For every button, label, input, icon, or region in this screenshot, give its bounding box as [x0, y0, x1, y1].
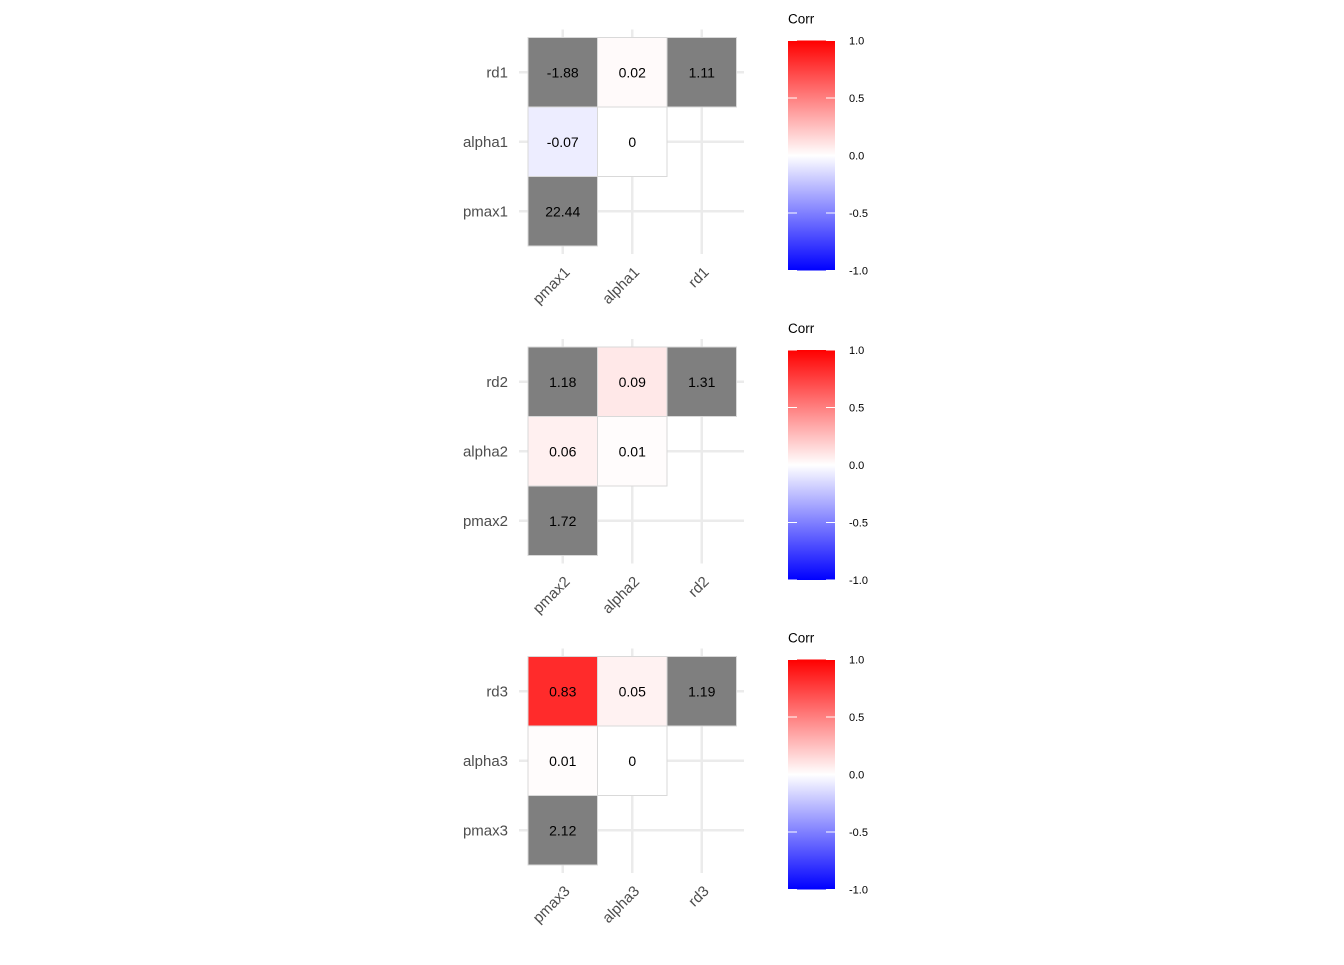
heatmap-cell [527, 795, 598, 866]
correlation-panel-2: 1.18 0.09 1.31 0.06 0.01 1.72 pmax2 alpha2 rd2 pm… [463, 321, 868, 617]
legend-tick-label: -0.5 [849, 518, 868, 530]
x-tick-label: rd3 [685, 883, 712, 910]
cell-value-label: -1.88 [547, 64, 579, 80]
heatmap-cell [527, 656, 598, 727]
heatmap-cell [527, 725, 598, 796]
legend-tick-label: 1.0 [849, 345, 864, 357]
cell-value-label: 1.19 [688, 683, 715, 699]
heatmap-cell [527, 485, 598, 556]
legend-tick-label: -0.5 [849, 827, 868, 839]
cell-value-label: 0.06 [549, 443, 576, 459]
correlation-panel-3: 0.83 0.05 1.19 0.01 0 2.12 pmax3 alpha3 rd3 pmax3… [463, 631, 868, 927]
legend-title: Corr [788, 321, 815, 336]
cell-value-label: 1.72 [549, 513, 576, 529]
heatmap-cell [597, 106, 668, 177]
y-tick-label: rd1 [486, 64, 508, 81]
legend-tick-label: -1.0 [849, 885, 868, 897]
cell-value-label: 0 [628, 134, 636, 150]
cell-value-label: 1.11 [689, 64, 715, 80]
cell-value-label: 0 [628, 753, 636, 769]
legend-tick-label: 0.0 [849, 151, 864, 163]
cell-value-label: 1.18 [549, 374, 576, 390]
heatmap-cell [666, 37, 737, 108]
x-tick-label: alpha3 [599, 883, 643, 927]
x-tick-label: rd2 [685, 573, 712, 600]
y-tick-label: pmax2 [463, 513, 508, 530]
x-tick-label: pmax1 [530, 264, 574, 308]
legend-tick-label: 0.0 [849, 460, 864, 472]
y-tick-label: alpha2 [463, 443, 508, 460]
cell-value-label: 0.83 [549, 683, 576, 699]
cell-value-label: -0.07 [547, 134, 579, 150]
heatmap-cell [527, 346, 598, 417]
cell-value-label: 0.01 [619, 443, 646, 459]
heatmap-cell [666, 346, 737, 417]
x-tick-label: alpha2 [599, 573, 643, 617]
legend-tick-label: 0.5 [849, 403, 864, 415]
legend-tick-label: 1.0 [849, 655, 864, 667]
x-tick-label: rd1 [685, 264, 712, 291]
y-tick-label: pmax1 [463, 203, 508, 220]
cell-value-label: 0.05 [619, 683, 646, 699]
cell-value-label: 0.09 [619, 374, 646, 390]
legend-tick-label: 0.0 [849, 770, 864, 782]
heatmap-cell [527, 106, 598, 177]
heatmap-cell [597, 725, 668, 796]
legend-tick-label: 0.5 [849, 93, 864, 105]
cell-value-label: 0.02 [619, 64, 646, 80]
cell-value-label: 2.12 [549, 822, 576, 838]
y-tick-label: rd2 [486, 374, 508, 391]
heatmap-cell [527, 176, 598, 247]
cell-value-label: 1.31 [688, 374, 715, 390]
y-tick-label: rd3 [486, 683, 508, 700]
legend-title: Corr [788, 631, 815, 646]
heatmap-cell [597, 346, 668, 417]
cell-value-label: 0.01 [549, 753, 576, 769]
legend-tick-label: 0.5 [849, 712, 864, 724]
heatmap-cell [597, 416, 668, 487]
legend-tick-label: -1.0 [849, 575, 868, 587]
legend-tick-label: 1.0 [849, 36, 864, 48]
y-tick-label: alpha1 [463, 134, 508, 151]
legend-title: Corr [788, 12, 815, 27]
legend-tick-label: -1.0 [849, 266, 868, 278]
x-tick-label: alpha1 [599, 264, 643, 308]
color-legend: Corr 1.0 0.5 0.0 -0.5 -1.0 [788, 631, 868, 897]
correlation-panel-1: -1.88 0.02 1.11 -0.07 0 22.44 pmax1 alpha1 rd1 pm… [463, 12, 868, 308]
x-tick-label: pmax3 [530, 883, 574, 927]
cell-value-label: 22.44 [545, 203, 580, 219]
y-tick-label: pmax3 [463, 822, 508, 839]
y-tick-label: alpha3 [463, 753, 508, 770]
legend-tick-label: -0.5 [849, 208, 868, 220]
heatmap-cell [666, 656, 737, 727]
x-tick-label: pmax2 [530, 573, 574, 617]
color-legend: Corr 1.0 0.5 0.0 -0.5 -1.0 [788, 321, 868, 587]
color-legend: Corr 1.0 0.5 0.0 -0.5 -1.0 [788, 12, 868, 278]
